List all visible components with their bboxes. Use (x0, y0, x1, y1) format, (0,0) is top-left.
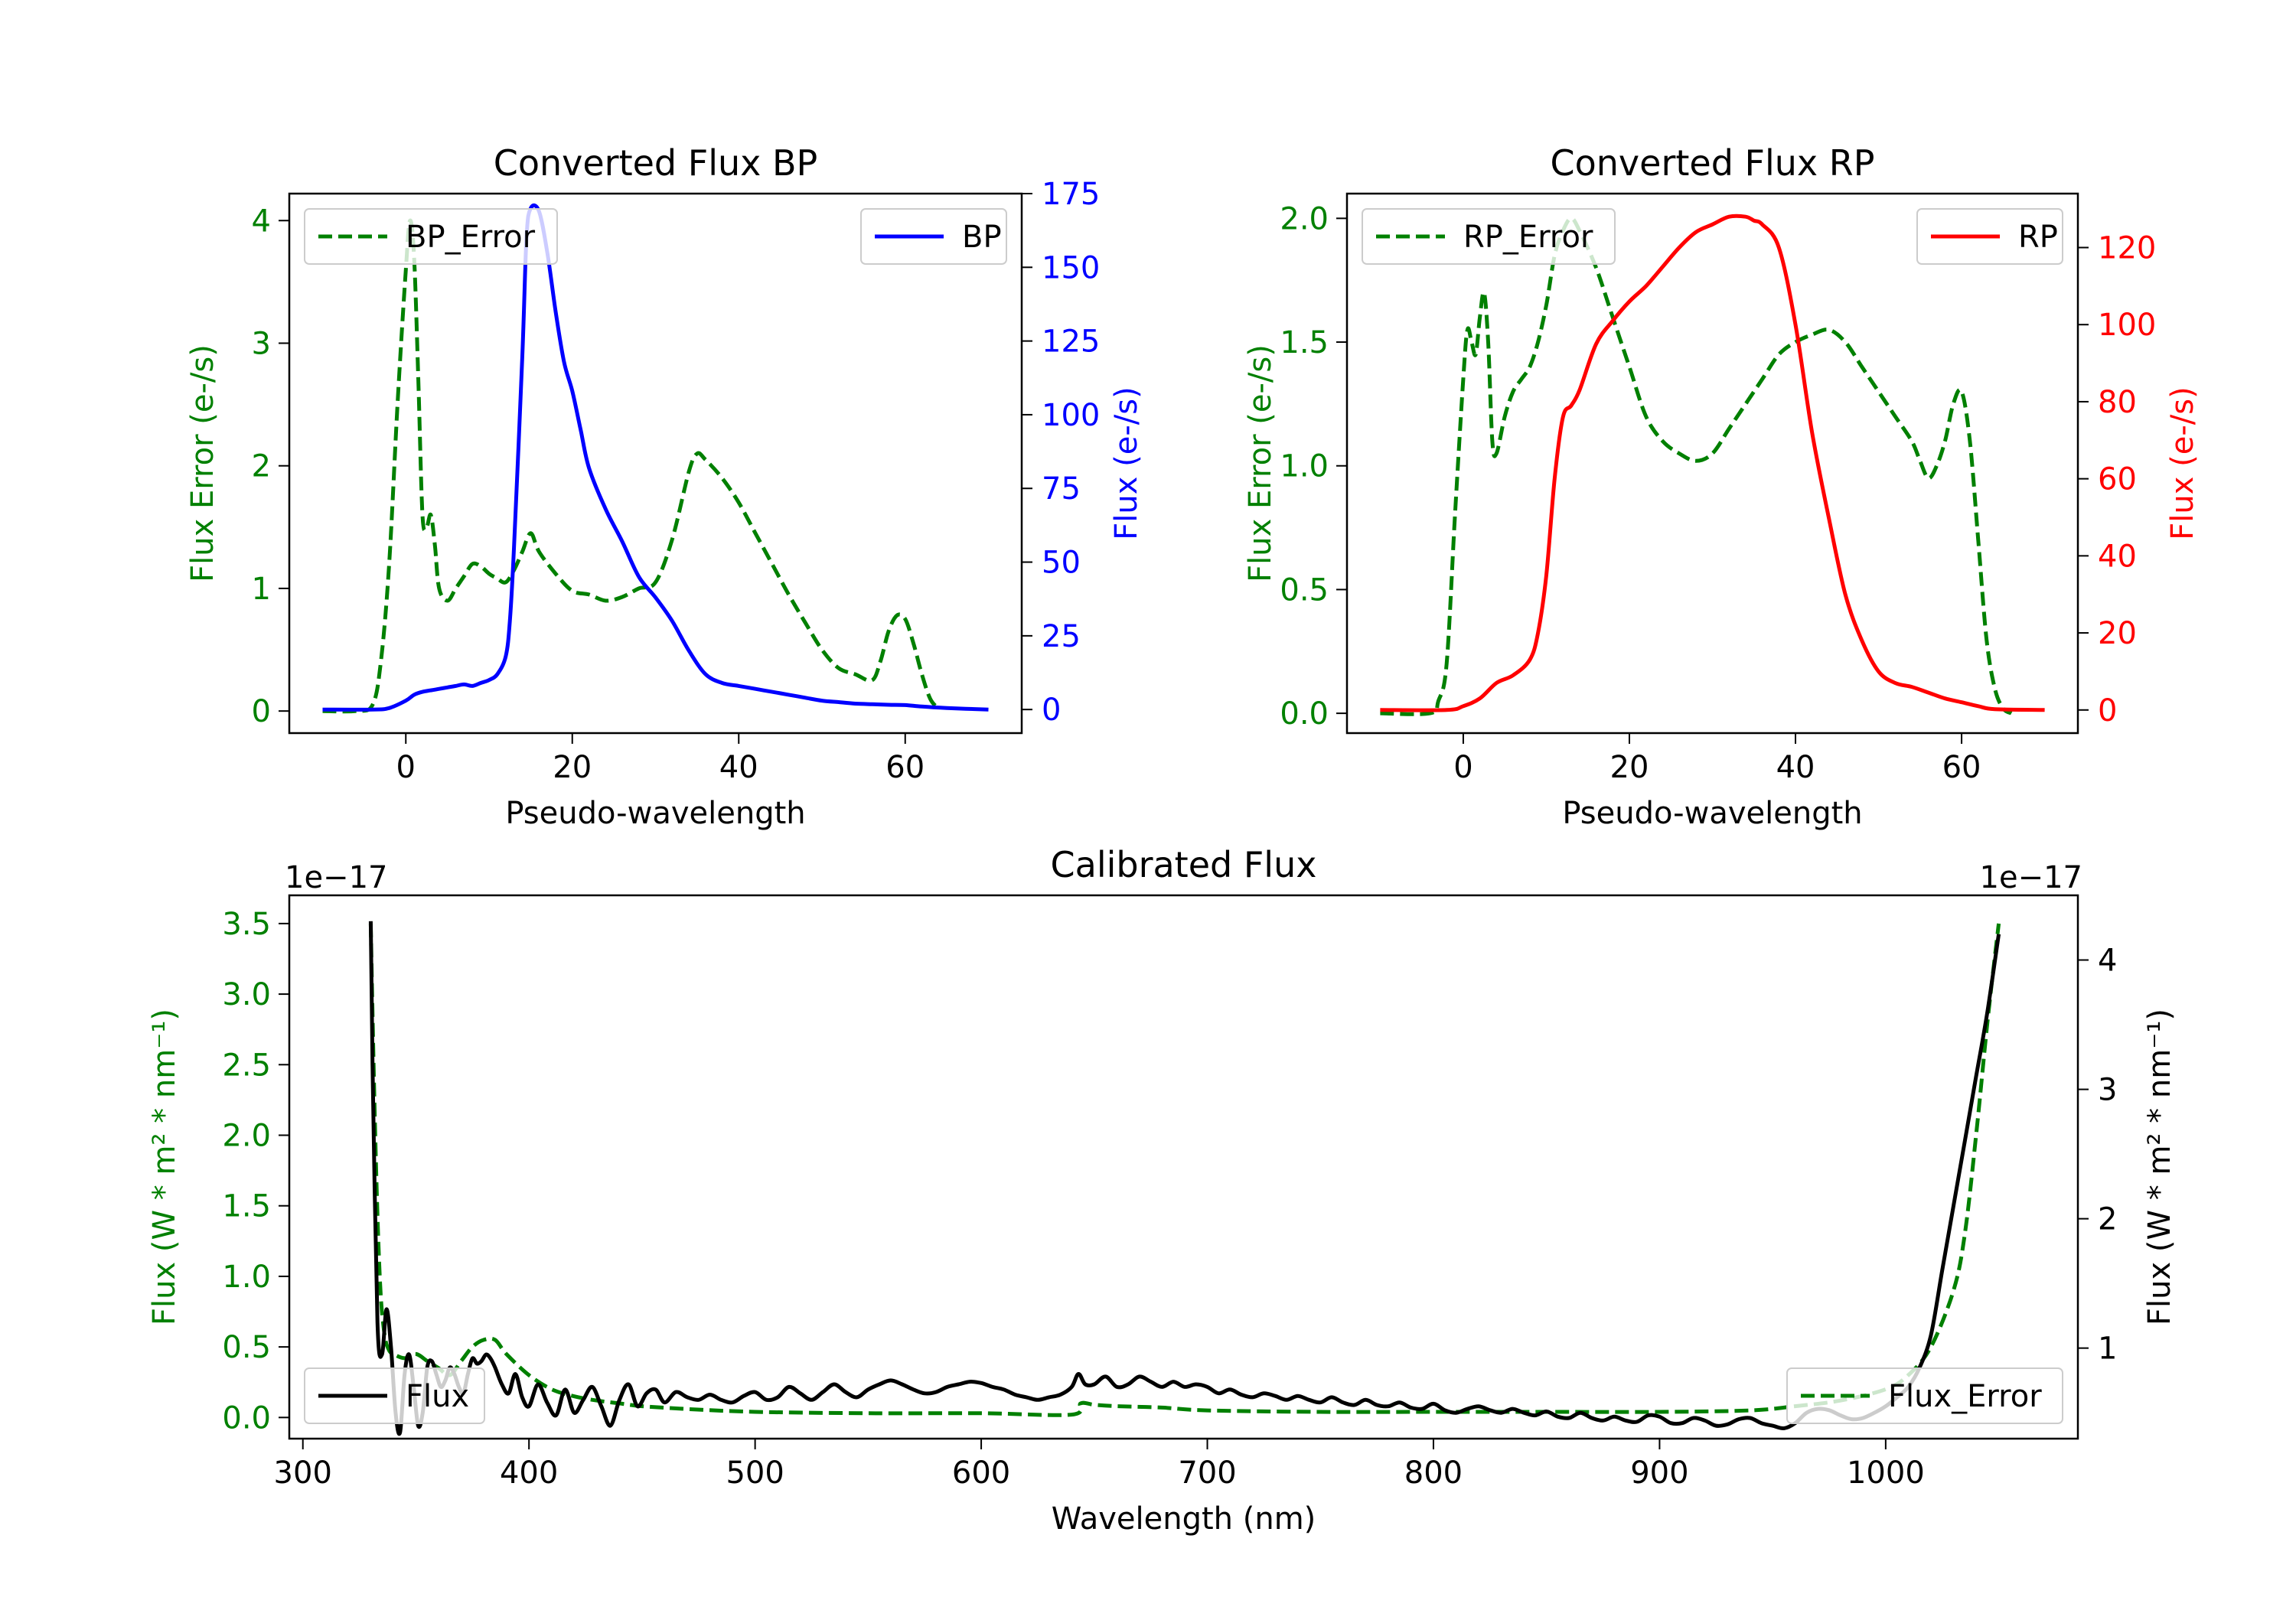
right-y-tick-label: 0 (2098, 693, 2117, 729)
x-tick-label: 40 (719, 750, 758, 785)
axes-frame (288, 894, 2079, 1440)
x-axis-label: Pseudo-wavelength (505, 796, 805, 831)
series-line-bp (322, 203, 989, 712)
chart-title: Converted Flux RP (1551, 142, 1875, 184)
legend-flux-error: Flux_Error (1786, 1367, 2063, 1424)
legend-box (1362, 208, 1616, 265)
left-y-tick-label: 3.5 (222, 907, 271, 942)
right-y-tick-label: 2 (2098, 1202, 2117, 1237)
legend-box (304, 208, 558, 265)
legend-rp: RP (1916, 208, 2063, 265)
right-y-tick-label: 0 (1042, 693, 1061, 728)
axes-frame (1345, 192, 2079, 735)
legend-flux: Flux (304, 1367, 485, 1424)
x-tick-label: 1000 (1847, 1455, 1925, 1491)
series-line-flux-error (368, 923, 2001, 1417)
chart-title: Converted Flux BP (494, 142, 818, 184)
left-y-tick-label: 3 (252, 326, 271, 361)
right-y-tick-label: 75 (1042, 471, 1081, 507)
legend-box (304, 1367, 485, 1424)
left-axis-offset-text: 1e−17 (285, 860, 387, 895)
right-axis-offset-text: 1e−17 (1980, 860, 2082, 895)
series-line-rp (1380, 214, 2045, 712)
series-line-flux (368, 921, 2001, 1436)
right-y-axis-label: Flux (e-/s) (2165, 386, 2200, 539)
right-y-tick-label: 20 (2098, 616, 2137, 651)
left-y-tick-label: 0.0 (222, 1400, 271, 1436)
x-tick-label: 60 (885, 750, 925, 785)
x-tick-label: 800 (1404, 1455, 1463, 1491)
series-line-rp-error (1380, 216, 2013, 716)
right-y-tick-label: 60 (2098, 462, 2137, 497)
x-tick-label: 60 (1942, 750, 1981, 785)
left-y-tick-label: 0 (252, 694, 271, 729)
x-tick-label: 500 (726, 1455, 784, 1491)
x-tick-label: 700 (1178, 1455, 1236, 1491)
left-y-tick-label: 1.0 (222, 1260, 271, 1295)
chart-rp: Converted Flux RP 0 20 40 60 Pseudo-wavelengt… (1243, 142, 2200, 831)
x-tick-label: 600 (952, 1455, 1010, 1491)
left-y-tick-label: 0.5 (222, 1330, 271, 1365)
right-y-tick-label: 150 (1042, 250, 1100, 285)
left-y-tick-label: 1.5 (1280, 325, 1329, 360)
right-y-tick-label: 25 (1042, 619, 1081, 654)
chart-title: Calibrated Flux (1051, 844, 1317, 885)
x-tick-label: 20 (1610, 750, 1649, 785)
left-y-tick-label: 1.0 (1280, 449, 1329, 484)
left-y-tick-label: 0.5 (1280, 572, 1329, 608)
right-y-tick-label: 175 (1042, 177, 1100, 212)
x-tick-label: 40 (1776, 750, 1815, 785)
left-y-tick-label: 2.0 (222, 1119, 271, 1154)
chart-cal: Calibrated Flux 300 400 500 600 700 800 900 1000… (147, 844, 2177, 1537)
legend-bp: BP (860, 208, 1007, 265)
legend-label: BP_Error (406, 220, 536, 255)
right-y-tick-label: 120 (2098, 231, 2156, 266)
right-y-tick-label: 125 (1042, 324, 1100, 360)
right-y-tick-label: 100 (1042, 398, 1100, 433)
left-y-tick-label: 2 (252, 449, 271, 484)
x-tick-label: 900 (1630, 1455, 1688, 1491)
x-tick-label: 0 (1453, 750, 1473, 785)
x-tick-label: 0 (396, 750, 416, 785)
left-y-tick-label: 3.0 (222, 977, 271, 1012)
right-y-axis-label: Flux (e-/s) (1109, 386, 1144, 539)
right-y-tick-label: 40 (2098, 539, 2137, 574)
series-line-bp-error (322, 218, 941, 714)
legend-label: Flux (406, 1379, 469, 1414)
legend-rp-error: RP_Error (1362, 208, 1616, 265)
right-y-tick-label: 1 (2098, 1332, 2117, 1367)
right-y-tick-label: 80 (2098, 385, 2137, 420)
left-y-axis-label: Flux Error (e-/s) (185, 344, 220, 582)
chart-bp: Converted Flux BP0 20 40 60Pseudo-wavelengt… (185, 142, 1144, 831)
left-y-tick-label: 1 (252, 572, 271, 607)
x-axis-label: Wavelength (nm) (1052, 1501, 1316, 1537)
right-y-tick-label: 50 (1042, 546, 1081, 581)
legend-label: RP_Error (1463, 220, 1593, 255)
legend-label: Flux_Error (1888, 1379, 2042, 1414)
left-y-tick-label: 2.0 (1280, 201, 1329, 236)
x-tick-label: 300 (274, 1455, 332, 1491)
legend-bp-error: BP_Error (304, 208, 558, 265)
legend-label: BP (962, 220, 1002, 255)
left-y-axis-label: Flux (W * m² * nm⁻¹) (147, 1009, 182, 1325)
right-y-tick-label: 4 (2098, 944, 2117, 979)
left-y-tick-label: 2.5 (222, 1048, 271, 1083)
right-y-tick-label: 100 (2098, 308, 2156, 343)
left-y-tick-label: 0.0 (1280, 696, 1329, 732)
left-y-tick-label: 1.5 (222, 1189, 271, 1224)
left-y-axis-label: Flux Error (e-/s) (1243, 344, 1278, 582)
legend-box (1786, 1367, 2063, 1424)
left-y-tick-label: 4 (252, 204, 271, 239)
x-tick-label: 20 (553, 750, 592, 785)
right-y-axis-label: Flux (W * m² * nm⁻¹) (2142, 1009, 2177, 1325)
x-axis-label: Pseudo-wavelength (1562, 796, 1862, 831)
x-tick-label: 400 (500, 1455, 558, 1491)
legend-label: RP (2018, 220, 2058, 255)
axes-frame (288, 192, 1023, 735)
right-y-tick-label: 3 (2098, 1073, 2117, 1108)
